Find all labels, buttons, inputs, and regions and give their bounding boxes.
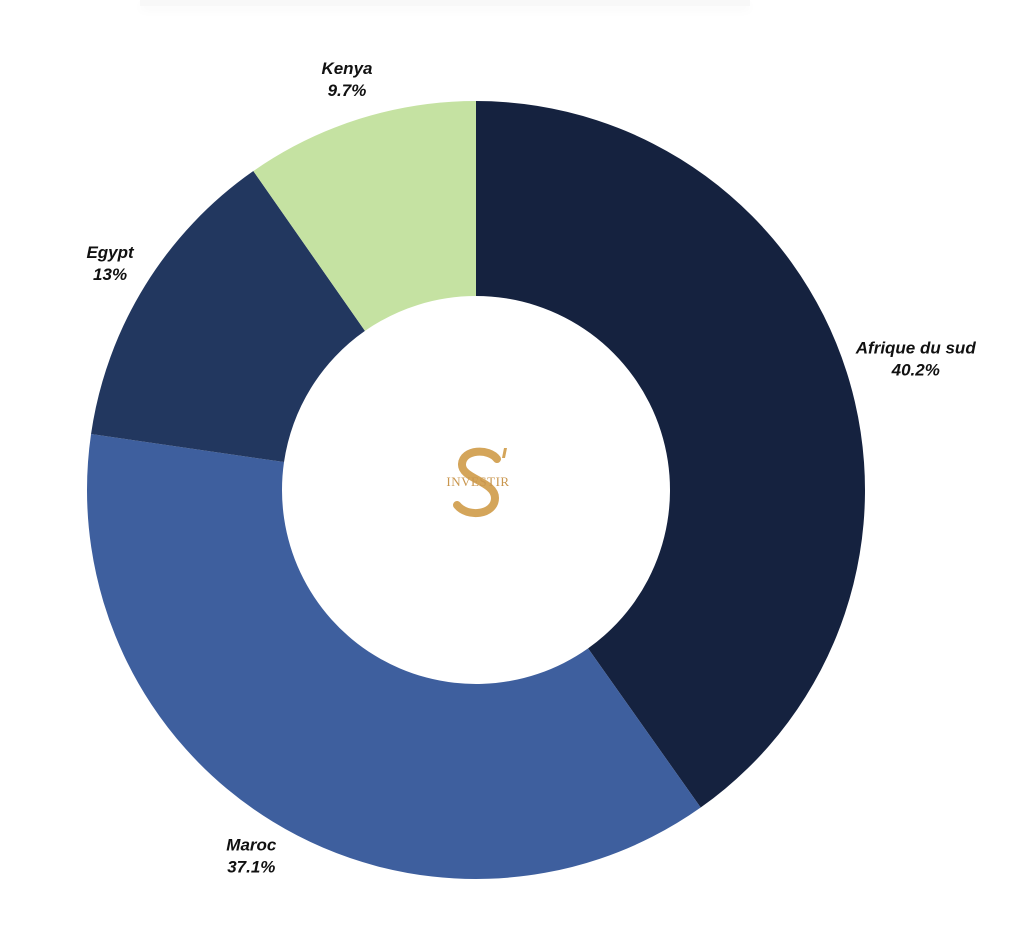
slice-maroc xyxy=(87,433,701,879)
slice-label: Maroc 37.1% xyxy=(226,836,277,877)
logo-apostrophe-shape xyxy=(502,448,507,458)
slice-label: Egypt 13% xyxy=(86,243,135,284)
slice-label-value: 37.1% xyxy=(227,858,275,877)
slice-label-value: 9.7% xyxy=(328,81,367,100)
top-shadow xyxy=(140,0,750,6)
slice-label-name: Kenya xyxy=(321,59,372,78)
logo: INVESTIR xyxy=(446,447,509,517)
slice-label-value: 13% xyxy=(93,265,127,284)
slice-label-name: Afrique du sud xyxy=(855,339,977,358)
slice-kenya xyxy=(253,101,476,331)
slice-label-value: 40.2% xyxy=(891,361,940,380)
slice-label: Kenya 9.7% xyxy=(321,59,372,100)
slice-label: Afrique du sud 40.2% xyxy=(855,339,977,380)
logo-wordmark: INVESTIR xyxy=(446,474,509,489)
slice-egypt xyxy=(91,171,365,463)
slice-label-name: Maroc xyxy=(226,836,277,855)
logo-s-shape xyxy=(453,447,501,517)
slice-label-name: Egypt xyxy=(86,243,135,262)
slice-afrique-du-sud xyxy=(476,101,865,808)
